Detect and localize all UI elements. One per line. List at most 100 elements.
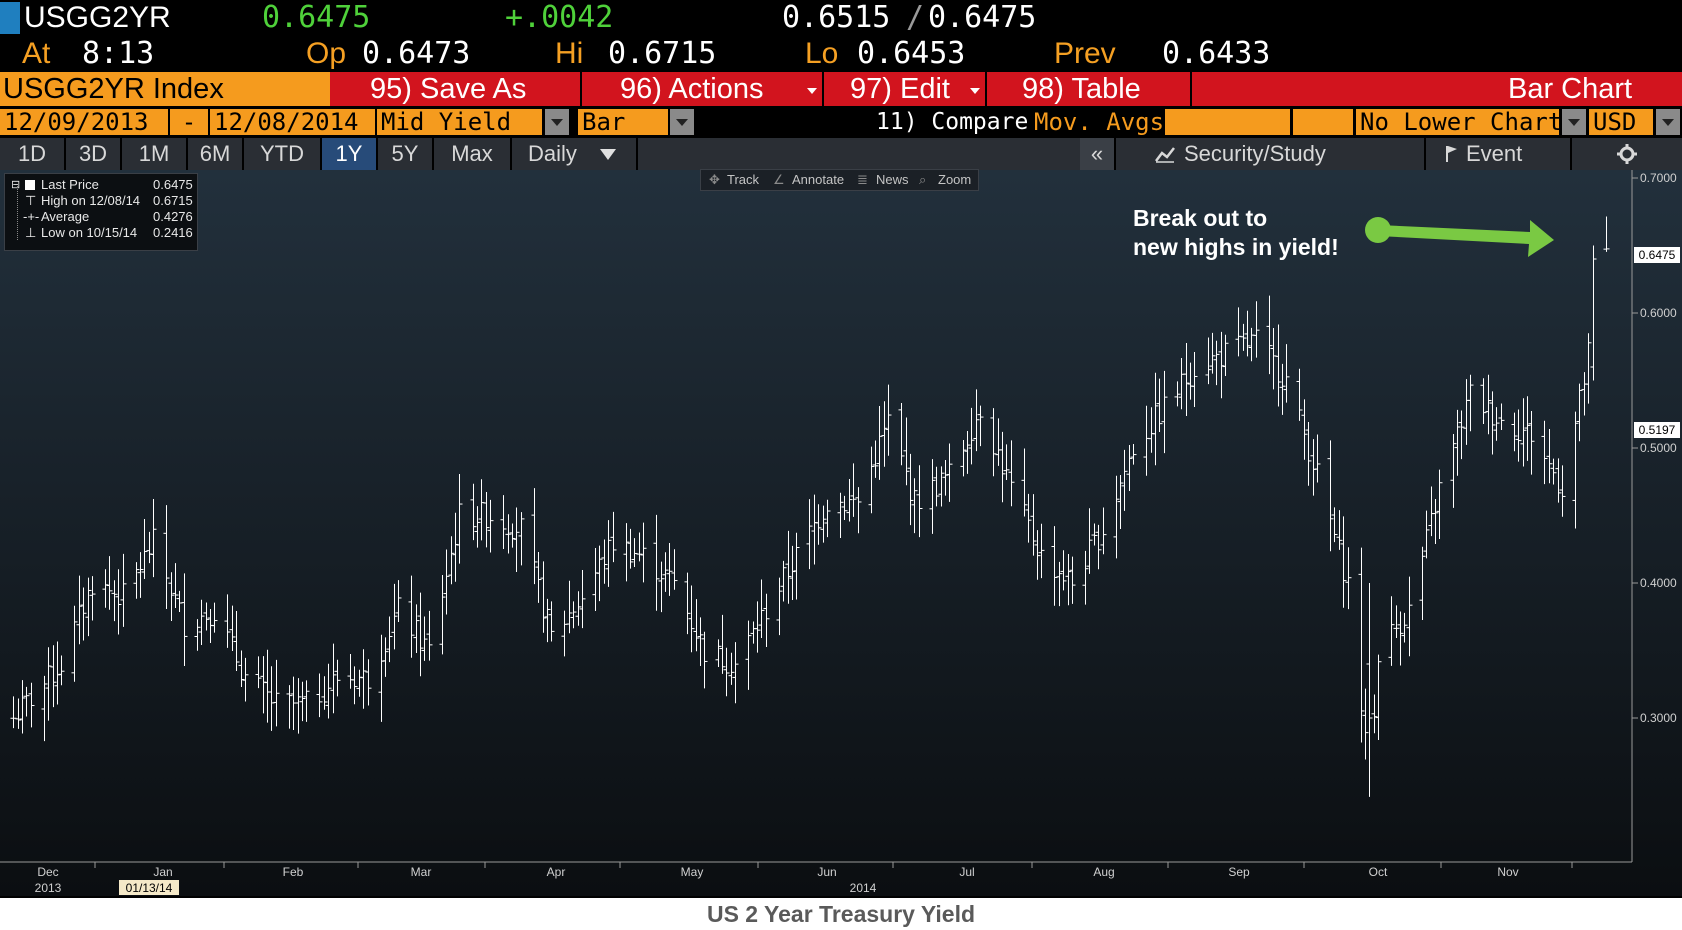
price-bar	[732, 642, 739, 704]
price-bar	[303, 680, 310, 722]
price-bar	[382, 637, 389, 677]
currency-dropdown-icon[interactable]	[1656, 109, 1680, 135]
news-button[interactable]: News	[876, 172, 909, 187]
collapse-button[interactable]: «	[1080, 138, 1116, 170]
compare-button[interactable]: 11) Compare	[876, 109, 1029, 135]
price-bar	[1485, 374, 1492, 435]
prev-value: 0.6433	[1162, 36, 1271, 71]
price-bar	[540, 561, 547, 633]
price-bar	[592, 548, 599, 612]
price-bar	[115, 569, 122, 635]
tab-1m[interactable]: 1M	[122, 138, 188, 170]
track-button[interactable]: Track	[727, 172, 760, 187]
tab-max[interactable]: Max	[434, 138, 512, 170]
price-bar	[1183, 342, 1190, 416]
price-bar	[85, 577, 92, 637]
field-select[interactable]: Mid Yield	[377, 109, 542, 135]
legend-low-label: Low on 10/15/14	[41, 225, 138, 240]
menu-divider	[822, 72, 824, 106]
actions-button[interactable]: 96) Actions	[620, 73, 764, 105]
currency-select[interactable]: USD	[1589, 109, 1653, 135]
price-bar	[898, 402, 905, 466]
x-tick-label: Jun	[817, 865, 836, 879]
field-dropdown-icon[interactable]	[545, 109, 569, 135]
tab-6m[interactable]: 6M	[188, 138, 244, 170]
quote-line-1: USGG2YR 0.6475 +.0042 0.6515 / 0.6475	[0, 0, 1682, 36]
price-chart[interactable]: 0.7000 0.6000 0.5000 0.4000 0.3000 Dec Jan Feb…	[0, 170, 1682, 896]
price-bar	[1572, 411, 1579, 529]
legend-average-value: 0.4276	[153, 209, 193, 224]
price-bar	[933, 466, 940, 507]
price-bar	[1209, 332, 1216, 374]
price-bar	[386, 616, 393, 663]
high-value: 0.6715	[608, 36, 717, 71]
price-bar	[640, 522, 647, 583]
settings-gear-button[interactable]	[1572, 138, 1682, 170]
price-bar	[596, 545, 603, 602]
price-bar	[876, 406, 883, 480]
price-bar	[1240, 323, 1247, 351]
price-bar	[513, 507, 520, 572]
save-as-button[interactable]: 95) Save As	[370, 73, 527, 105]
x-tick-label: Dec	[37, 865, 58, 879]
price-bar	[723, 647, 730, 697]
price-bar	[1095, 524, 1102, 570]
price-bar	[1366, 583, 1373, 797]
price-bar	[1270, 328, 1277, 390]
legend-high-value: 0.6715	[153, 193, 193, 208]
price-bar	[71, 605, 78, 682]
style-dropdown-icon[interactable]	[670, 109, 694, 135]
period-tab-bar: 1D 3D 1M 6M YTD 1Y 5Y Max Daily « Securi…	[0, 138, 1682, 170]
legend-expand-icon[interactable]: ⊟	[11, 179, 21, 191]
price-bar	[1511, 412, 1518, 452]
price-bar	[1301, 399, 1308, 460]
price-bar	[631, 538, 638, 568]
price-bar	[1585, 333, 1592, 404]
price-bar	[1432, 498, 1439, 545]
average-marker-label: 0.5197	[1639, 423, 1676, 437]
mov-avgs-button[interactable]: Mov. Avgs	[1030, 109, 1164, 135]
price-bar	[911, 478, 918, 534]
end-date-field[interactable]: 12/08/2014	[210, 109, 375, 135]
tab-1d[interactable]: 1D	[0, 138, 66, 170]
time-label: At	[22, 37, 51, 70]
security-study-button[interactable]: Security/Study	[1116, 138, 1426, 170]
price-bar	[1458, 410, 1465, 460]
ticker-symbol: USGG2YR	[24, 1, 171, 34]
annotation-line-1: Break out to	[1133, 205, 1268, 231]
price-bar	[295, 678, 302, 734]
legend-swatch	[25, 180, 35, 190]
frequency-select[interactable]: Daily	[512, 138, 638, 170]
lower-chart-dropdown-icon[interactable]	[1562, 109, 1586, 135]
price-bar	[168, 572, 175, 621]
price-bar	[10, 696, 17, 729]
legend-tree-line	[17, 186, 19, 240]
annotate-button[interactable]: Annotate	[792, 172, 845, 187]
price-bar	[1117, 475, 1124, 530]
tab-1y[interactable]: 1Y	[322, 138, 378, 170]
style-select[interactable]: Bar	[578, 109, 668, 135]
edit-button[interactable]: 97) Edit	[850, 73, 950, 105]
price-bar	[1148, 407, 1155, 453]
price-bar	[977, 405, 984, 447]
table-button[interactable]: 98) Table	[1022, 73, 1141, 105]
price-bar	[715, 639, 722, 668]
price-bar	[19, 680, 26, 734]
price-bar	[929, 459, 936, 534]
price-bar	[316, 673, 323, 718]
tab-ytd[interactable]: YTD	[244, 138, 322, 170]
frequency-label: Daily	[528, 141, 577, 166]
tab-3d[interactable]: 3D	[66, 138, 122, 170]
start-date-field[interactable]: 12/09/2013	[0, 109, 168, 135]
price-bar	[846, 479, 853, 522]
security-index-label[interactable]: USGG2YR Index	[0, 72, 330, 106]
event-button[interactable]: Event	[1426, 138, 1572, 170]
zoom-button[interactable]: Zoom	[938, 172, 972, 187]
tab-5y[interactable]: 5Y	[378, 138, 434, 170]
price-bar	[566, 580, 573, 634]
price-bar	[1340, 516, 1347, 608]
chart-legend[interactable]: ⊟ Last Price 0.6475 ⊤ High on 12/08/14 0…	[4, 173, 198, 251]
price-bar	[841, 495, 848, 521]
lower-chart-select[interactable]: No Lower Chart	[1356, 109, 1562, 135]
price-bar	[58, 655, 65, 686]
